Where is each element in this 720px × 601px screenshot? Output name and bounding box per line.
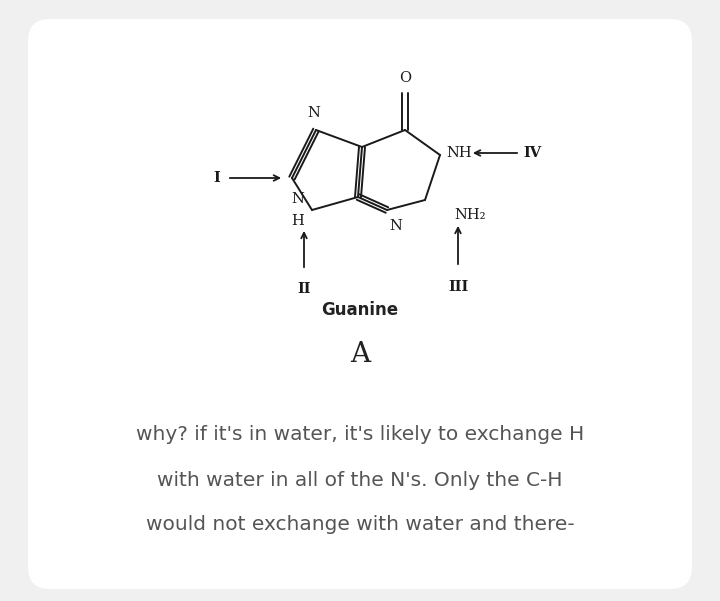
Text: N: N (307, 106, 320, 120)
Text: would not exchange with water and there-: would not exchange with water and there- (145, 516, 575, 534)
Text: N: N (389, 219, 402, 233)
Text: NH: NH (446, 146, 472, 160)
Text: I: I (213, 171, 220, 185)
Text: II: II (297, 282, 311, 296)
Text: with water in all of the N's. Only the C-H: with water in all of the N's. Only the C… (157, 471, 563, 489)
Text: Guanine: Guanine (321, 301, 399, 319)
Text: why? if it's in water, it's likely to exchange H: why? if it's in water, it's likely to ex… (136, 426, 584, 445)
Text: N: N (291, 192, 304, 206)
Text: III: III (448, 280, 468, 294)
FancyBboxPatch shape (28, 19, 692, 589)
Text: A: A (350, 341, 370, 368)
Text: H: H (292, 214, 304, 228)
Text: IV: IV (523, 146, 541, 160)
Text: NH₂: NH₂ (454, 208, 485, 222)
Text: O: O (399, 71, 411, 85)
